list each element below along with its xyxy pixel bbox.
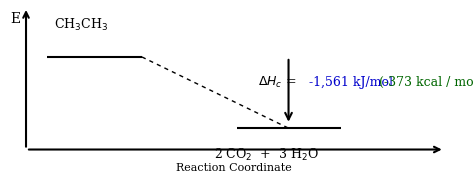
Text: -1,561 kJ/mol: -1,561 kJ/mol — [309, 76, 393, 89]
Text: $\Delta H_c$ =: $\Delta H_c$ = — [258, 75, 296, 90]
Text: 2 CO$_2$  +  3 H$_2$O: 2 CO$_2$ + 3 H$_2$O — [213, 147, 318, 163]
Text: CH$_3$CH$_3$: CH$_3$CH$_3$ — [54, 17, 108, 33]
Text: Reaction Coordinate: Reaction Coordinate — [176, 163, 292, 173]
Text: E: E — [10, 12, 20, 27]
Text: (-373 kcal / mol): (-373 kcal / mol) — [379, 76, 473, 89]
